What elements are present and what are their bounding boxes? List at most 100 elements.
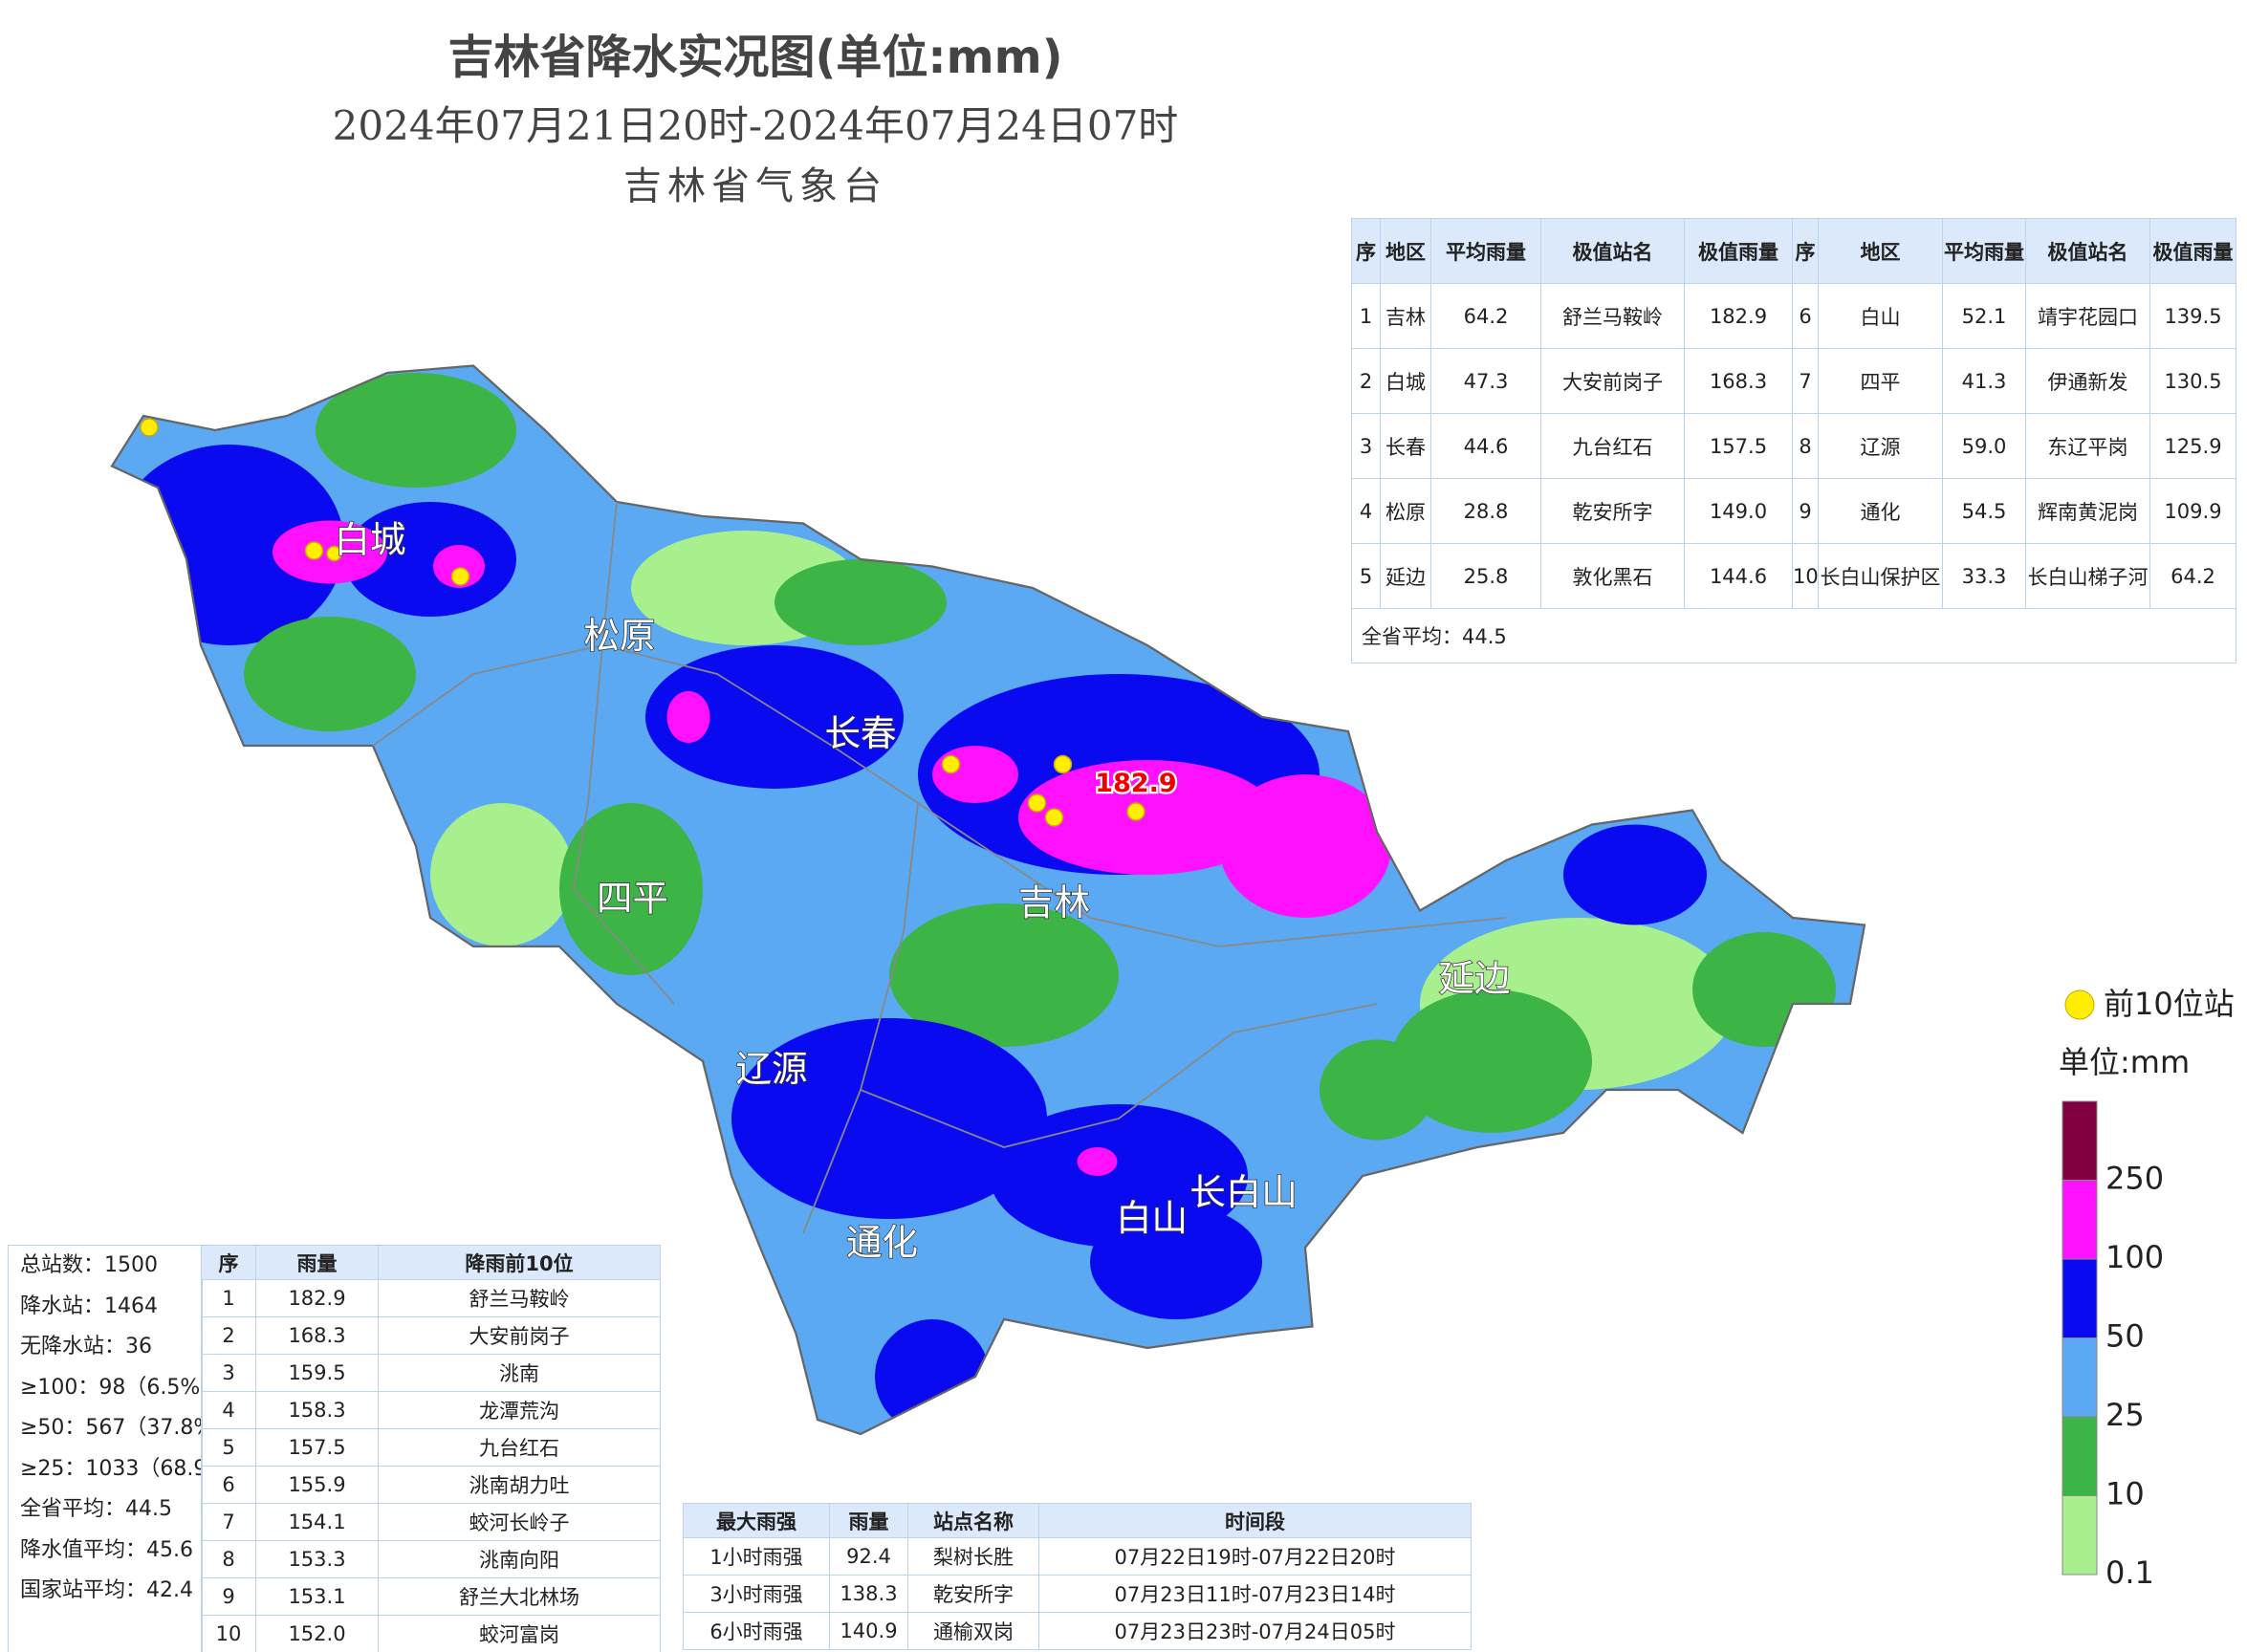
- table-cell: 5: [1351, 543, 1381, 609]
- table-cell: 54.5: [1942, 478, 2026, 544]
- stats-box: 总站数：1500 降水站：1464 无降水站：36 ≥100：98（6.5%） ≥50：…: [8, 1245, 203, 1652]
- table-cell: 125.9: [2149, 413, 2236, 479]
- table-cell: 07月23日23时-07月24日05时: [1038, 1612, 1472, 1650]
- table-cell: 极值雨量: [1684, 218, 1793, 284]
- table-cell: 64.2: [2149, 543, 2236, 609]
- stat-line: 国家站平均：42.4: [20, 1578, 193, 1602]
- r: 3 159.5 洮南: [201, 1354, 661, 1392]
- table-cell: 延边: [1380, 543, 1431, 609]
- table-cell: 四平: [1818, 348, 1943, 414]
- table-cell: 182.9: [1684, 283, 1793, 349]
- table-cell: 3: [201, 1354, 256, 1392]
- table-cell: 平均雨量: [1942, 218, 2026, 284]
- table-cell: 洮南: [378, 1354, 661, 1392]
- table-cell: 站点名称: [907, 1503, 1039, 1538]
- rain-area: [433, 545, 485, 588]
- stat-line: ≥100：98（6.5%）: [20, 1375, 203, 1400]
- r: 10 152.0 蛟河富岗: [201, 1615, 661, 1652]
- table-cell: 6: [201, 1466, 256, 1504]
- region-table: 序地区 平均雨量 极值站名 极值雨量序地区 平均雨量 极值站名 极值雨量 1 吉林 64.2 舒兰马…: [1351, 218, 2236, 663]
- r: 7 154.1 蛟河长岭子: [201, 1503, 661, 1541]
- stat-line: 无降水站：36: [20, 1335, 152, 1359]
- table-cell: 乾安所字: [907, 1575, 1039, 1613]
- table-cell: 雨量: [829, 1503, 908, 1538]
- table-cell: 大安前岗子: [378, 1316, 661, 1355]
- h: 序雨量 降雨前10位: [201, 1245, 661, 1280]
- table-cell: 平均雨量: [1430, 218, 1541, 284]
- top10-stations: [140, 418, 1145, 827]
- table-cell: 6小时雨强: [683, 1612, 830, 1650]
- table-cell: 舒兰马鞍岭: [1540, 283, 1685, 349]
- rain-area: [1563, 824, 1707, 925]
- h: 序地区 平均雨量 极值站名 极值雨量序地区 平均雨量 极值站名 极值雨量: [1351, 218, 2236, 284]
- legend-marker-label: 前10位站: [2104, 986, 2235, 1022]
- table-cell: 6: [1792, 283, 1819, 349]
- rain-area: [316, 373, 516, 488]
- table-cell: 蛟河富岗: [378, 1615, 661, 1652]
- table-cell: 极值雨量: [2149, 218, 2236, 284]
- table-cell: 舒兰大北林场: [378, 1577, 661, 1616]
- rain-area: [1018, 760, 1276, 875]
- table-cell: 153.3: [255, 1540, 379, 1578]
- table-cell: 大安前岗子: [1540, 348, 1685, 414]
- h: 最大雨强 雨量 站点名称 时间段: [683, 1503, 1472, 1538]
- legend-band: [2062, 1258, 2098, 1338]
- intensity-table: 最大雨强 雨量 站点名称 时间段 1小时雨强 92.4 梨树长胜 07月22日19时-07月2…: [683, 1503, 1472, 1650]
- rain-area: [1391, 989, 1592, 1133]
- source: 吉林省气象台: [623, 164, 887, 208]
- table-cell: 8: [1792, 413, 1819, 479]
- table-cell: 极值站名: [1540, 218, 1685, 284]
- legend-band: [2062, 1100, 2098, 1181]
- table-cell: 序: [1351, 218, 1381, 284]
- legend-band: [2062, 1416, 2098, 1496]
- table-cell: 158.3: [255, 1391, 379, 1429]
- table-cell: 9: [201, 1577, 256, 1616]
- table-cell: 168.3: [255, 1316, 379, 1355]
- r: 2 168.3 大安前岗子: [201, 1316, 661, 1355]
- table-cell: 1: [1351, 283, 1381, 349]
- table-cell: 时间段: [1038, 1503, 1472, 1538]
- table-cell: 通榆双岗: [907, 1612, 1039, 1650]
- table-cell: 全省平均：44.5: [1351, 608, 2236, 663]
- rain-area: [875, 1319, 990, 1434]
- rain-area: [1692, 932, 1836, 1047]
- table-cell: 蛟河长岭子: [378, 1503, 661, 1541]
- r: 5 延边 25.8 敦化黑石 144.6 10 长白山保护区 33.3 长白山梯子河 64.2: [1351, 543, 2236, 609]
- legend-band: [2062, 1180, 2098, 1260]
- rain-area: [932, 746, 1018, 803]
- map-label: 松原: [584, 615, 656, 657]
- table-cell: 最大雨强: [683, 1503, 830, 1538]
- table-cell: 松原: [1380, 478, 1431, 544]
- table-cell: 139.5: [2149, 283, 2236, 349]
- r: 1 182.9 舒兰马鞍岭: [201, 1279, 661, 1317]
- map-label: 长春: [825, 712, 897, 754]
- r: 9 153.1 舒兰大北林场: [201, 1577, 661, 1616]
- table-cell: 靖宇花园口: [2025, 283, 2150, 349]
- map-label: 长白山: [1189, 1171, 1298, 1213]
- table-cell: 25.8: [1430, 543, 1541, 609]
- table-cell: 4: [1351, 478, 1381, 544]
- rain-area: [559, 803, 703, 975]
- table-cell: 伊通新发: [2025, 348, 2150, 414]
- table-cell: 154.1: [255, 1503, 379, 1541]
- table-cell: 157.5: [1684, 413, 1793, 479]
- stat-line: 降水站：1464: [20, 1293, 158, 1318]
- table-cell: 8: [201, 1540, 256, 1578]
- r: 4 松原 28.8 乾安所字 149.0 9 通化 54.5 辉南黄泥岗 109.9: [1351, 478, 2236, 544]
- table-cell: 153.1: [255, 1577, 379, 1616]
- table-cell: 地区: [1818, 218, 1943, 284]
- table-cell: 2: [1351, 348, 1381, 414]
- rain-area: [666, 691, 710, 743]
- table-cell: 乾安所字: [1540, 478, 1685, 544]
- r: 5 157.5 九台红石: [201, 1428, 661, 1467]
- rain-area: [344, 502, 516, 617]
- top10-table: 序雨量 降雨前10位 1 182.9 舒兰马鞍岭 2 168.3 大安前岗子 3 159.5 洮南 4…: [201, 1245, 661, 1652]
- table-cell: 吉林: [1380, 283, 1431, 349]
- table-cell: 28.8: [1430, 478, 1541, 544]
- map-label: 四平: [597, 878, 668, 920]
- stat-line: 总站数：1500: [20, 1253, 158, 1277]
- table-cell: 2: [201, 1316, 256, 1355]
- table-cell: 洮南向阳: [378, 1540, 661, 1578]
- legend-label: 10: [2105, 1476, 2145, 1512]
- rain-area: [1090, 1205, 1262, 1319]
